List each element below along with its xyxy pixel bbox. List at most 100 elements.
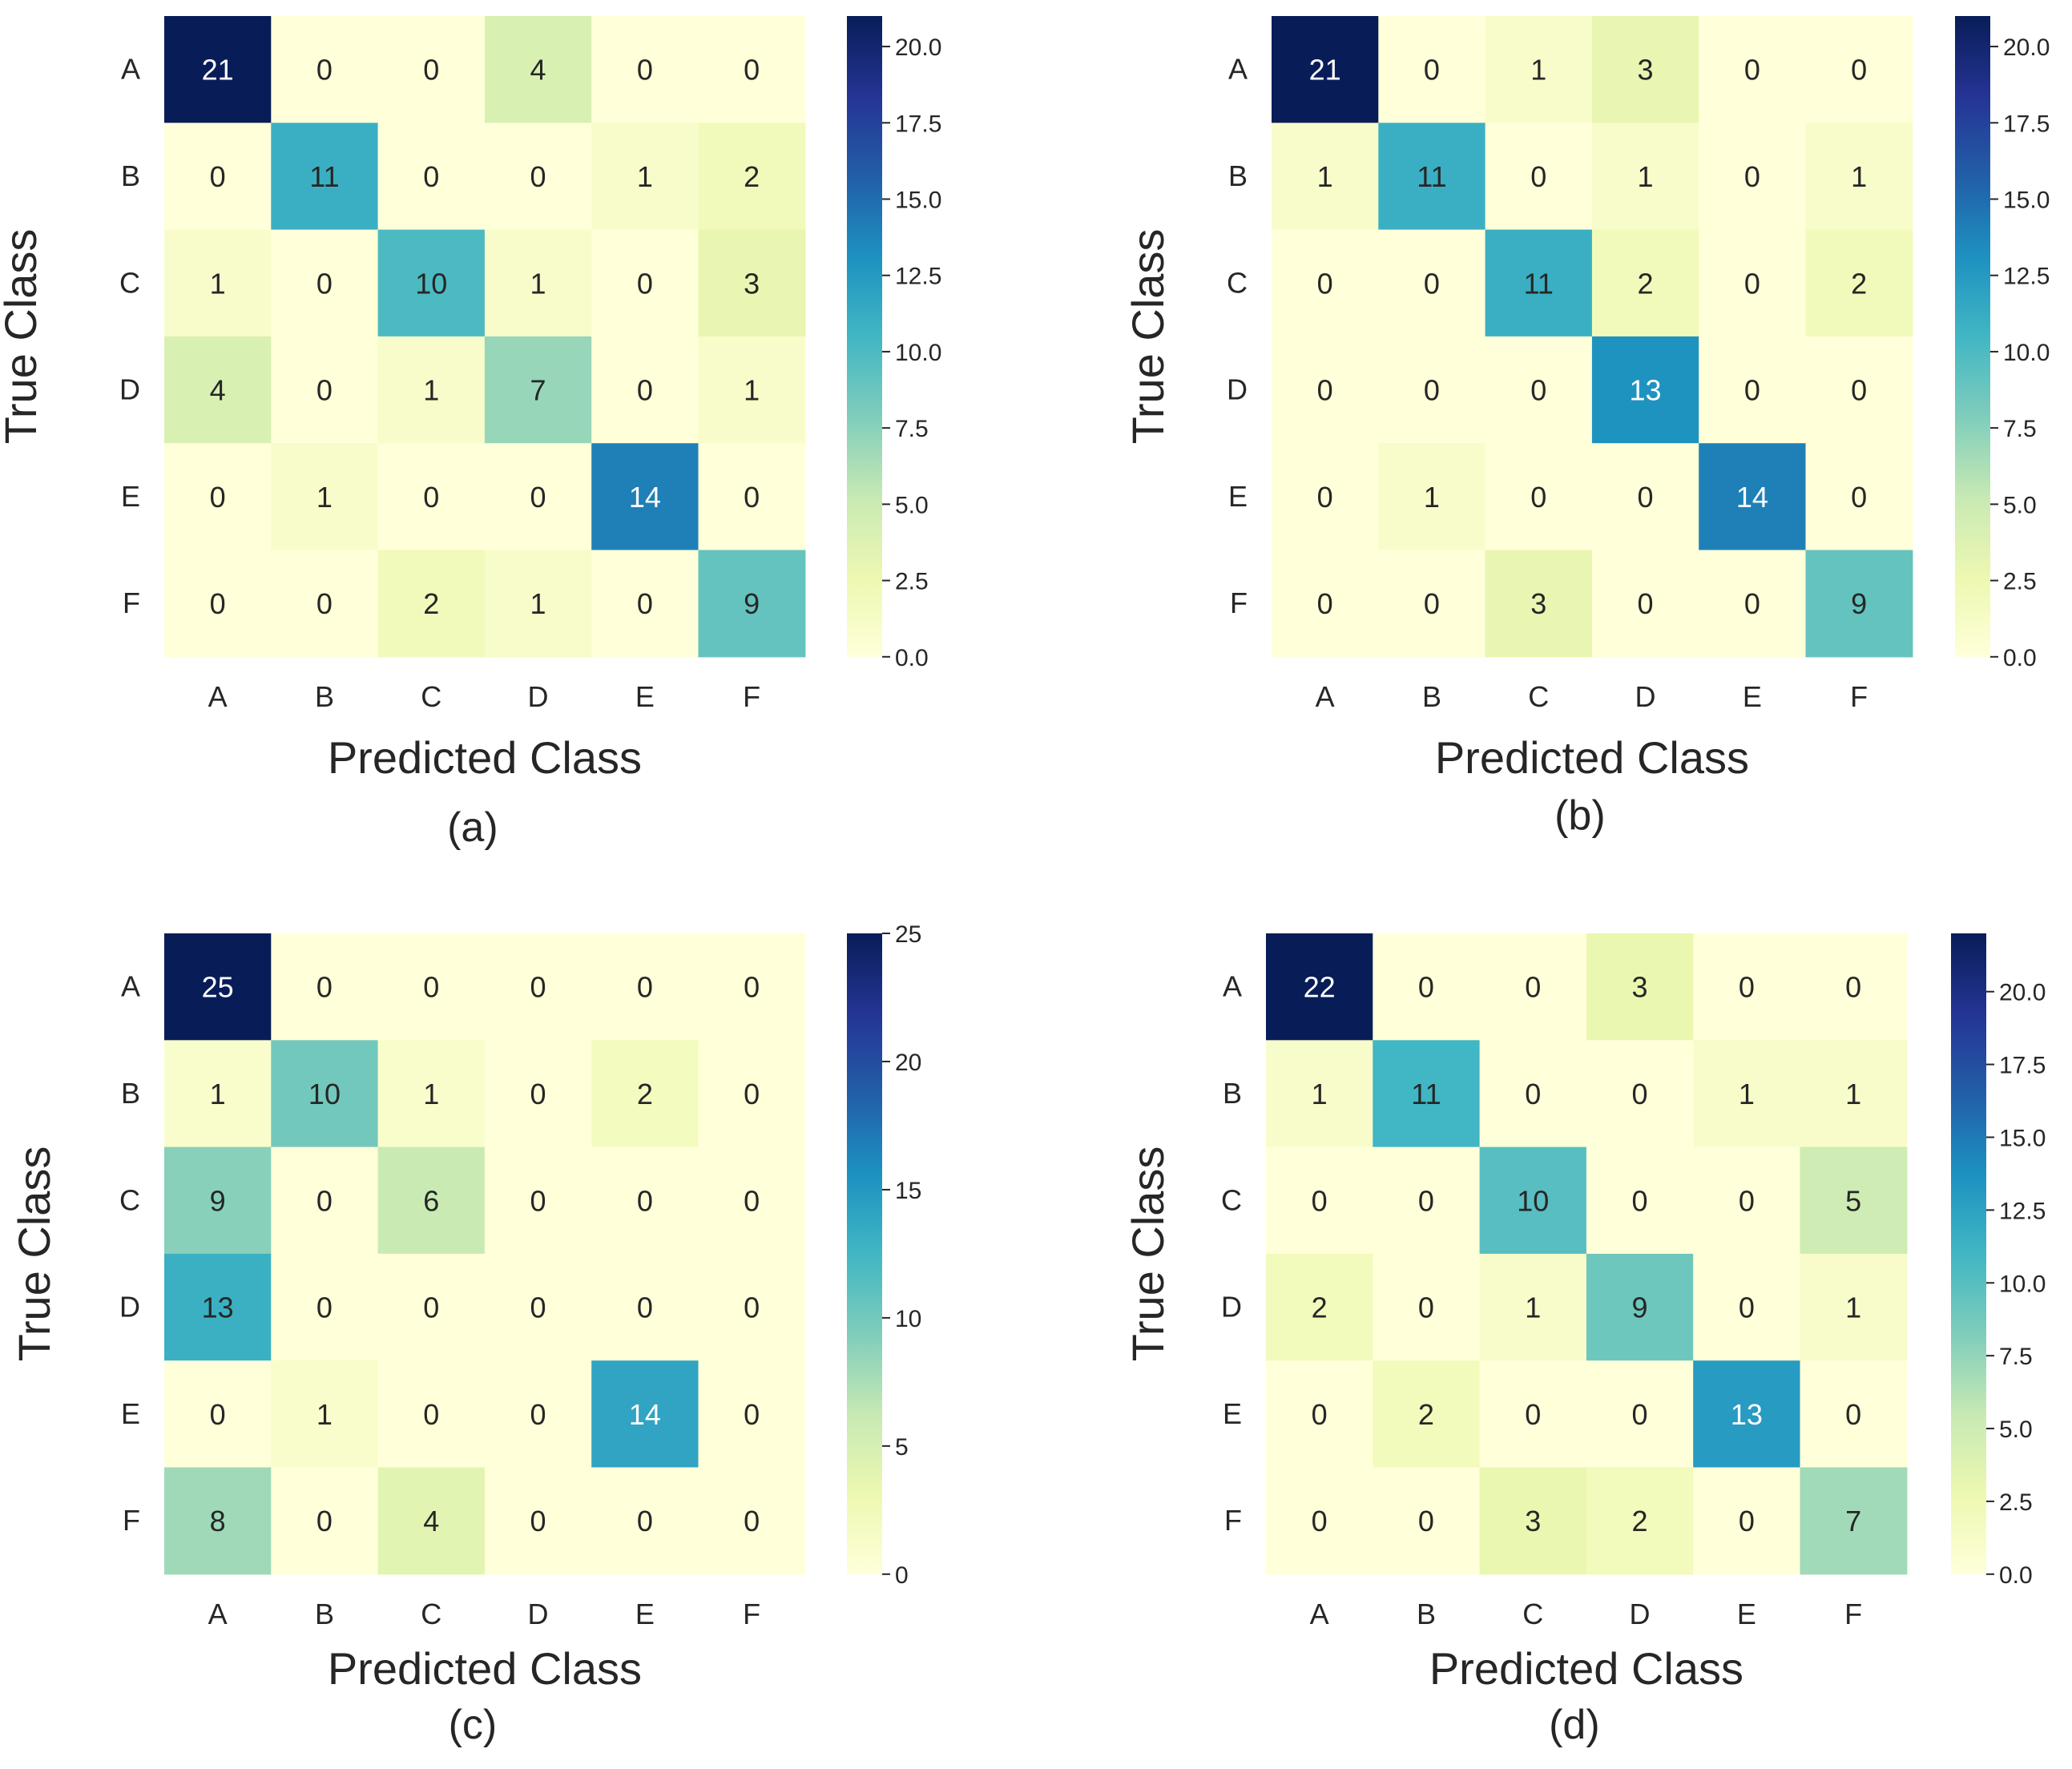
heatmap-cell (484, 1360, 592, 1469)
heatmap-cell (377, 443, 486, 551)
heatmap-cell (271, 1253, 379, 1361)
heatmap-cell (1373, 1253, 1481, 1361)
colorbar-tick-label: 12.5 (895, 264, 941, 290)
y-tick-label: C (1221, 1183, 1242, 1216)
colorbar-tick-label: 2.5 (895, 569, 929, 595)
cell-value-label: 0 (1530, 374, 1546, 407)
heatmap-cell (1485, 16, 1593, 123)
colorbar-tick-label: 10 (895, 1306, 921, 1332)
cell-value-label: 3 (744, 267, 760, 300)
panel-label: (a) (447, 804, 498, 851)
colorbar-tick-label: 5 (895, 1434, 909, 1461)
cell-value-label: 0 (1418, 1291, 1434, 1324)
heatmap-cell (1272, 123, 1379, 231)
heatmap-cell (1591, 229, 1699, 337)
heatmap-cell (591, 1467, 699, 1575)
heatmap-cell (1479, 1253, 1587, 1361)
heatmap-cell (1266, 1467, 1373, 1575)
heatmap-cell (1586, 1146, 1694, 1255)
y-tick-label: A (1223, 970, 1242, 1003)
heatmap-cell (1266, 1146, 1373, 1255)
heatmap-cell (591, 229, 699, 337)
heatmap-cell (1373, 933, 1481, 1041)
heatmap-cell (698, 229, 806, 337)
cell-value-label: 0 (1312, 1398, 1328, 1431)
cell-value-label: 11 (1417, 160, 1446, 193)
colorbar-tick-label: 5.0 (895, 492, 929, 518)
heatmap-cell (1485, 443, 1593, 551)
heatmap-cell (164, 550, 272, 658)
cell-value-label: 0 (1424, 374, 1440, 407)
heatmap-cell (164, 1040, 272, 1148)
x-tick-label: E (1743, 680, 1762, 713)
heatmap-cell (484, 1467, 592, 1575)
heatmap-cell (1378, 123, 1486, 231)
heatmap-cell (1591, 443, 1699, 551)
heatmap-panel-d: 22 0 0 3 0 01 11 0 0 1 10 0 10 0 0 52 0 1 9 0 10 2 0 0 13 00 0 3 2 0 7… (1123, 933, 2046, 1748)
y-axis-title: True Class (1123, 1146, 1173, 1362)
cell-value-label: 0 (744, 971, 760, 1004)
cell-value-label: 0 (316, 1184, 333, 1217)
cell-value-label: 1 (316, 481, 333, 514)
heatmap-cell (484, 229, 592, 337)
colorbar-tick-label: 15.0 (2003, 187, 2050, 214)
heatmap-cell (377, 229, 486, 337)
heatmap-cell (1373, 1360, 1481, 1469)
cell-value-label: 0 (1851, 54, 1867, 87)
cell-value-label: 0 (1739, 1184, 1755, 1217)
heatmap-cell (1805, 336, 1913, 444)
cell-value-label: 0 (423, 160, 439, 193)
heatmap-panel-c: 25 0 0 0 0 01 10 1 0 2 09 0 6 0 0 013 0 0 0 0 00 1 0 0 14 08 0 4 0 0 0… (9, 921, 921, 1748)
x-tick-label: D (1635, 680, 1656, 713)
heatmap-cell (1479, 1360, 1587, 1469)
y-tick-label: B (1228, 159, 1248, 192)
x-axis-title: Predicted Class (1429, 1643, 1743, 1694)
cell-value-label: 0 (530, 971, 546, 1004)
colorbar-tick-label: 2.5 (1999, 1489, 2033, 1516)
cell-value-label: 0 (1632, 1184, 1648, 1217)
heatmap-cell (377, 1040, 486, 1148)
colorbar (847, 933, 882, 1574)
cell-value-label: 2 (1418, 1398, 1434, 1431)
heatmap-cell (591, 16, 699, 123)
colorbar-tick-label: 10.0 (2003, 340, 2050, 366)
cell-value-label: 0 (316, 587, 333, 620)
x-axis-title: Predicted Class (1435, 732, 1749, 783)
heatmap-cell (484, 1253, 592, 1361)
heatmap-cell (1266, 933, 1373, 1041)
heatmap-cell (271, 1040, 379, 1148)
colorbar-tick-label: 17.5 (2003, 111, 2050, 137)
cell-value-label: 1 (1312, 1078, 1328, 1110)
cell-value-label: 1 (316, 1398, 333, 1431)
x-tick-label: B (315, 1598, 334, 1630)
panel-label: (b) (1554, 792, 1606, 839)
heatmap-cell (271, 443, 379, 551)
cell-value-label: 9 (744, 587, 760, 620)
x-tick-label: B (1417, 1598, 1436, 1630)
cell-value-label: 0 (1424, 267, 1440, 300)
heatmap-cell (1373, 1040, 1481, 1148)
heatmap-cell (271, 550, 379, 658)
heatmap-cell (1805, 123, 1913, 231)
x-tick-label: D (528, 1598, 549, 1630)
cell-value-label: 1 (1424, 481, 1440, 514)
cell-value-label: 0 (1638, 481, 1654, 514)
x-tick-label: B (315, 680, 334, 713)
cell-value-label: 0 (530, 160, 546, 193)
y-tick-label: A (1228, 53, 1248, 86)
cell-value-label: 0 (210, 160, 226, 193)
heatmap-cell (377, 1360, 486, 1469)
heatmap-cell (591, 1146, 699, 1255)
cell-value-label: 0 (1530, 481, 1546, 514)
cell-value-label: 2 (1312, 1291, 1328, 1324)
y-tick-label: E (121, 480, 140, 513)
x-tick-label: F (1850, 680, 1868, 713)
cell-value-label: 8 (210, 1505, 226, 1537)
colorbar-tick-label: 15.0 (895, 187, 941, 214)
heatmap-cell (1699, 336, 1807, 444)
x-tick-label: A (1310, 1598, 1329, 1630)
heatmap-cell (377, 933, 486, 1041)
colorbar (1955, 16, 1990, 657)
cell-value-label: 11 (1524, 267, 1554, 300)
y-tick-label: B (121, 1077, 140, 1110)
